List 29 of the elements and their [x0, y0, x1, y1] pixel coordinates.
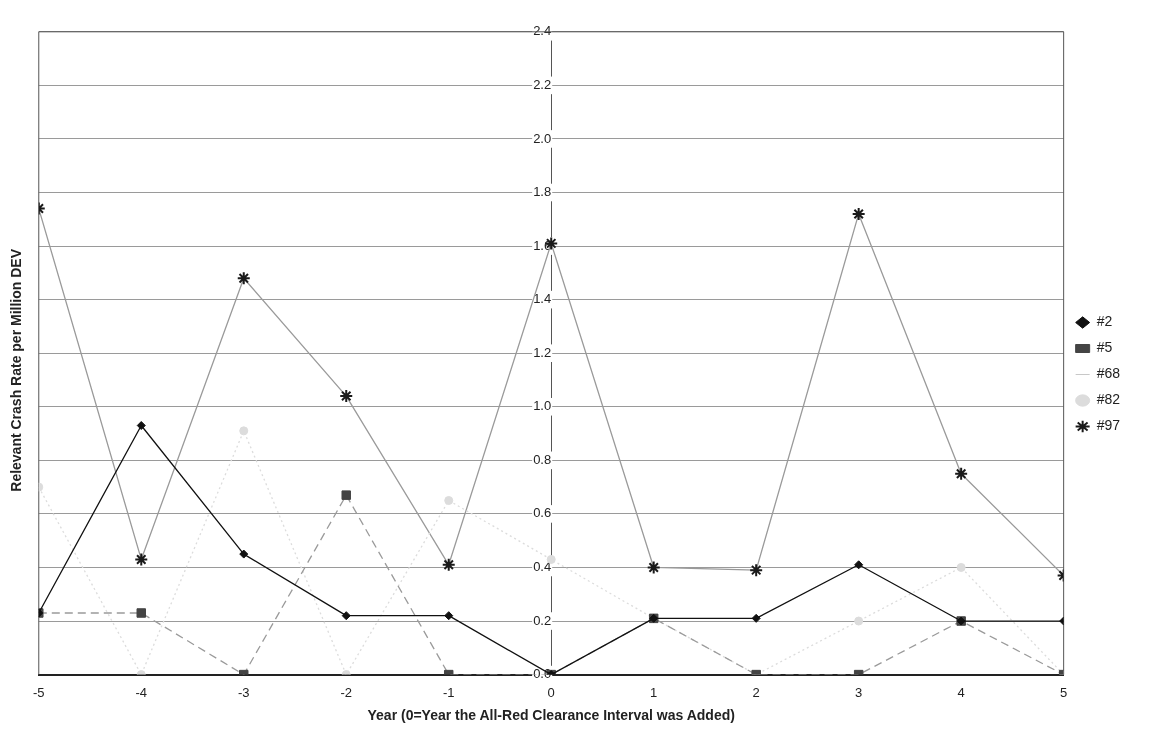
y-tick-label: 2.4 [533, 23, 552, 39]
y-tick-label: 0.4 [533, 559, 552, 575]
x-tick-label: -1 [442, 684, 455, 700]
y-tick-label: 0.2 [533, 612, 552, 628]
y-tick-label: 1.8 [533, 184, 552, 200]
legend-label: #82 [1096, 391, 1121, 408]
x-axis-title: Year (0=Year the All-Red Clearance Interval was Added) [367, 707, 735, 724]
x-tick-label: 5 [1060, 684, 1068, 700]
x-tick-label: -2 [340, 684, 353, 700]
x-tick-label: -4 [135, 684, 148, 700]
x-tick-label: 1 [650, 684, 658, 700]
legend-label: #68 [1096, 365, 1121, 382]
y-tick-label: 0.8 [533, 451, 552, 467]
y-tick-label: 2.0 [533, 130, 552, 146]
x-tick-label: 4 [957, 684, 965, 700]
x-tick-label: 2 [752, 684, 760, 700]
legend-label: #2 [1096, 313, 1113, 330]
x-tick-label: -3 [237, 684, 250, 700]
y-tick-label: 0.6 [533, 505, 552, 521]
y-tick-label: 2.2 [533, 76, 552, 92]
y-tick-label: 1.0 [533, 398, 552, 414]
x-tick-label: 0 [547, 684, 555, 700]
x-tick-label: 3 [855, 684, 863, 700]
x-tick-label: -5 [33, 684, 45, 700]
y-axis-title: Relevant Crash Rate per Million DEV [8, 249, 25, 492]
y-tick-label: 1.4 [533, 291, 552, 307]
legend-label: #5 [1096, 339, 1113, 356]
y-tick-label: 1.2 [533, 344, 552, 360]
legend-label: #97 [1096, 417, 1121, 434]
